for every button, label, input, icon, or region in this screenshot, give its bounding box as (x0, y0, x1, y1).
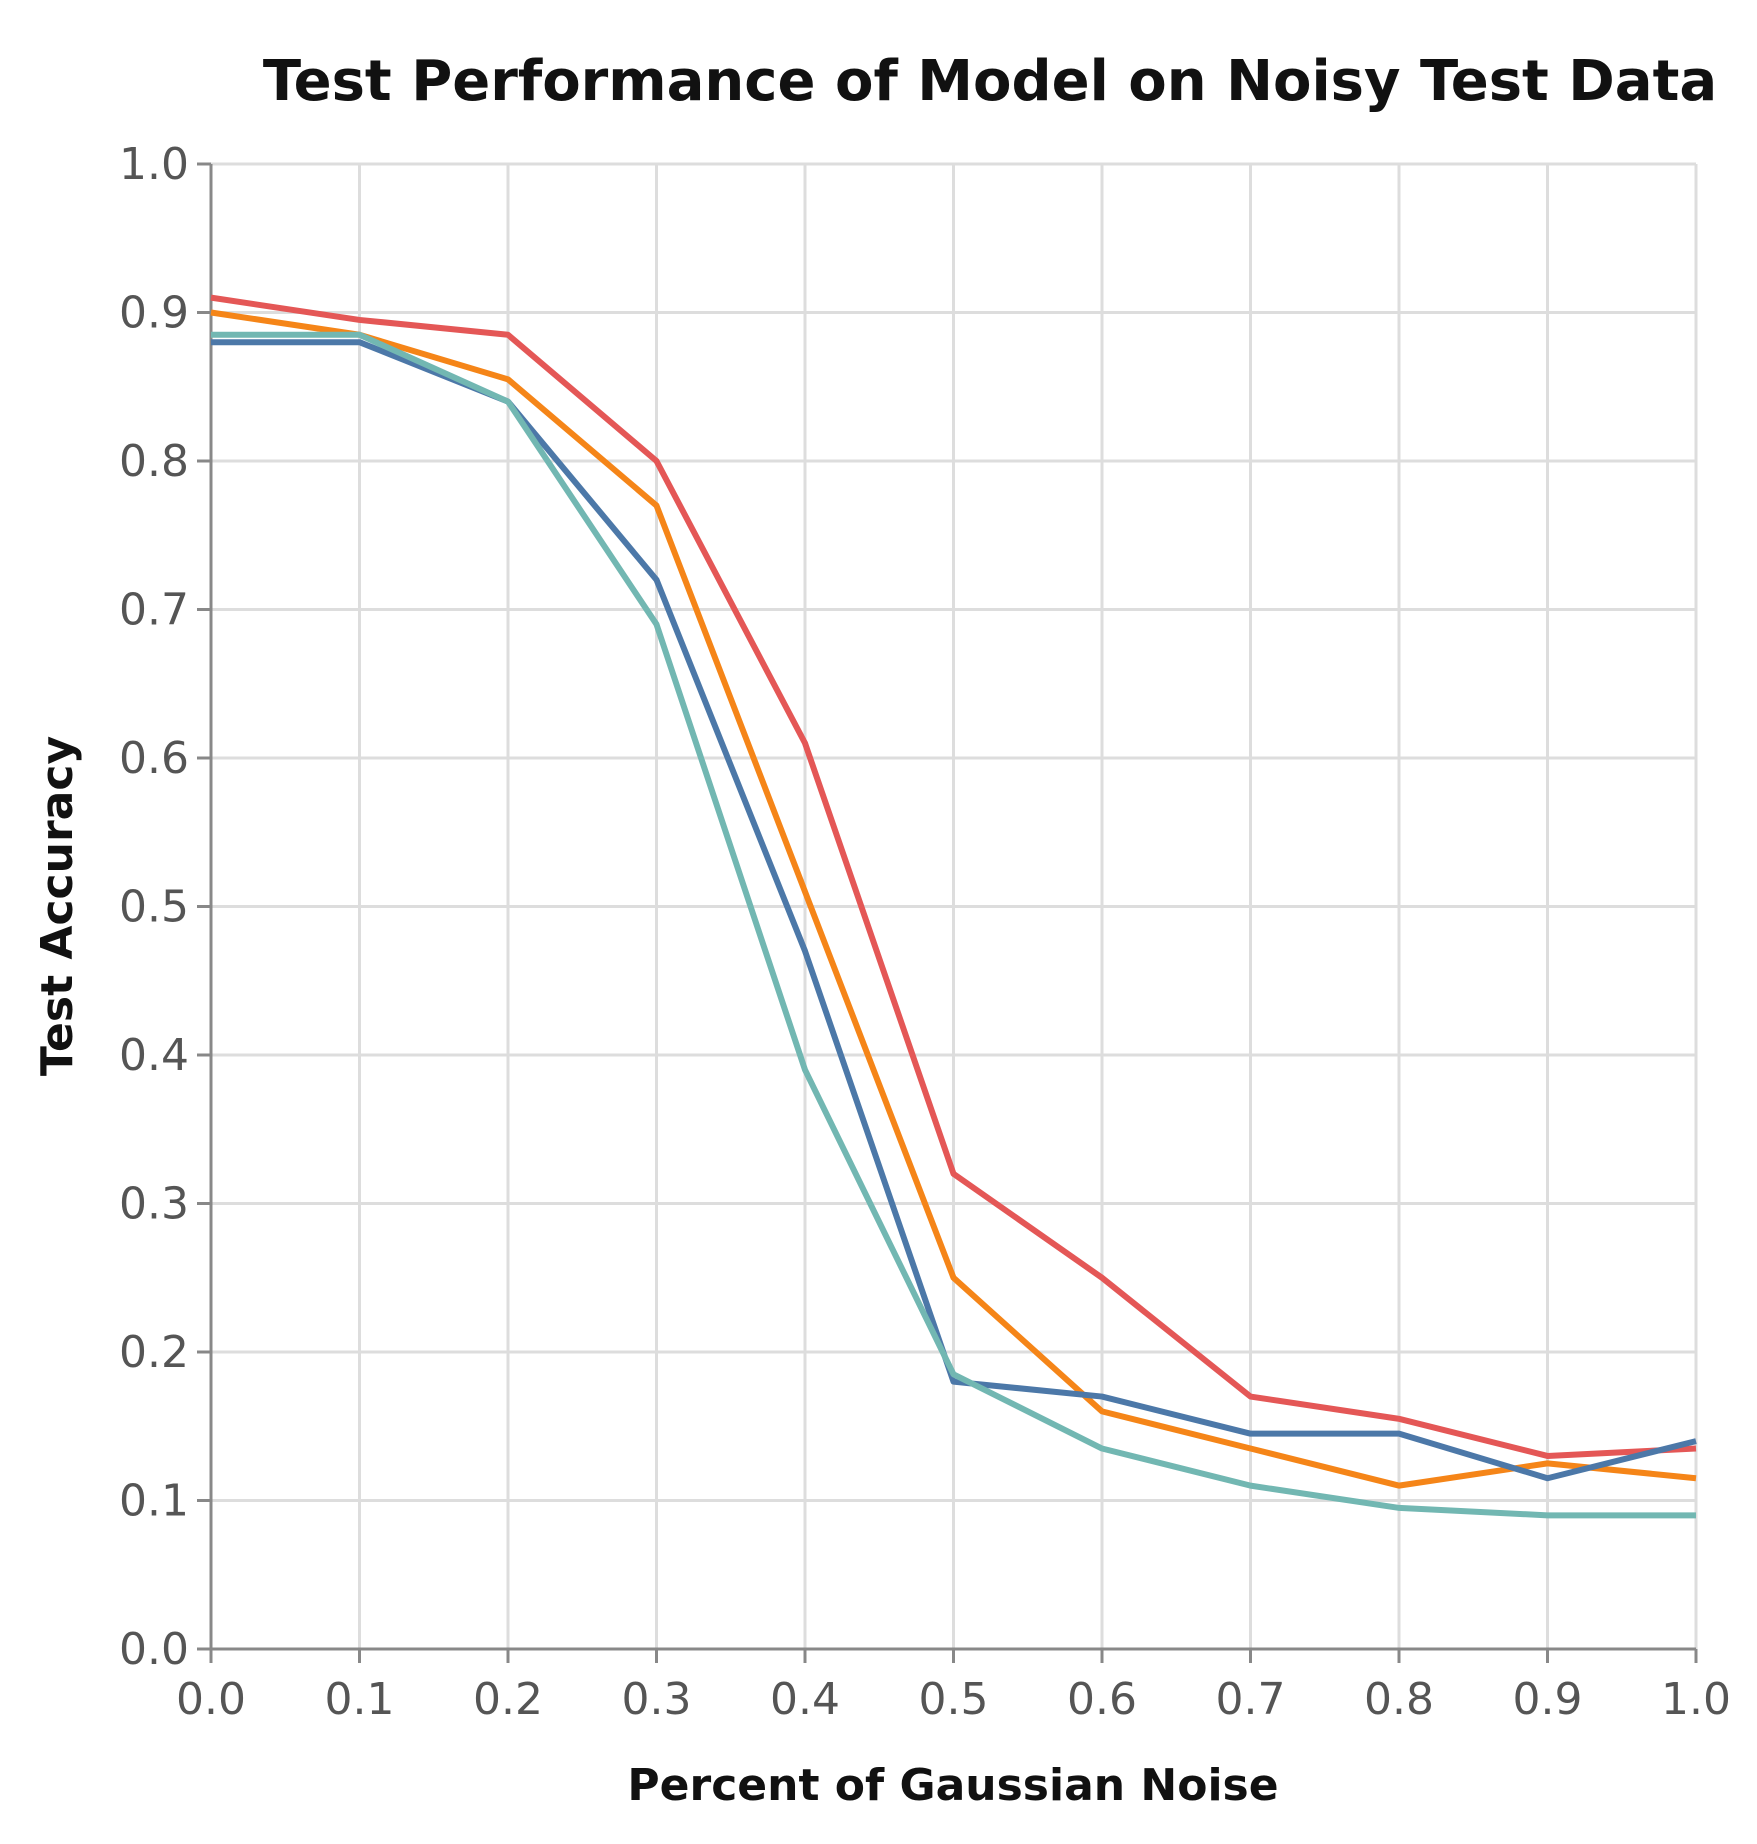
x-tick-label: 1.0 (1661, 1674, 1731, 1725)
x-tick-label: 0.2 (473, 1674, 543, 1725)
y-tick-label: 0.5 (119, 882, 189, 933)
y-tick-label: 0.6 (119, 733, 189, 784)
y-tick-label: 0.7 (119, 585, 189, 636)
axes: 0.0 0.1 0.2 0.3 0.4 0.5 0.6 0.7 0.8 0.9 1.0 0.0 0.1 0… (119, 139, 1731, 1725)
series-line-1 (210, 309, 1697, 1489)
y-tick-label: 0.4 (119, 1030, 189, 1081)
y-tick-label: 0.3 (119, 1179, 189, 1230)
y-tick-label: 0.2 (119, 1327, 189, 1378)
x-tick-label: 0.5 (919, 1674, 989, 1725)
series-lines (210, 294, 1697, 1519)
x-tick-label: 0.6 (1067, 1674, 1137, 1725)
y-tick-label: 0.1 (119, 1476, 189, 1527)
series-line-0 (210, 294, 1697, 1459)
y-tick-label: 0.0 (119, 1624, 189, 1675)
x-tick-label: 0.9 (1513, 1674, 1583, 1725)
y-tick-label: 0.8 (119, 436, 189, 487)
x-tick-label: 0.4 (770, 1674, 840, 1725)
y-tick-label: 1.0 (119, 139, 189, 190)
x-tick-label: 0.3 (622, 1674, 692, 1725)
x-axis-title: Percent of Gaussian Noise (627, 1760, 1278, 1811)
y-axis-title: Test Accuracy (32, 736, 83, 1076)
y-tick-label: 0.9 (119, 288, 189, 339)
grid (209, 162, 1698, 1651)
x-tick-label: 0.0 (176, 1674, 246, 1725)
chart-title: Test Performance of Model on Noisy Test … (263, 49, 1717, 114)
x-tick-label: 0.7 (1216, 1674, 1286, 1725)
x-tick-label: 0.8 (1364, 1674, 1434, 1725)
x-tick-label: 0.1 (325, 1674, 395, 1725)
series-line-3 (211, 331, 1696, 1519)
